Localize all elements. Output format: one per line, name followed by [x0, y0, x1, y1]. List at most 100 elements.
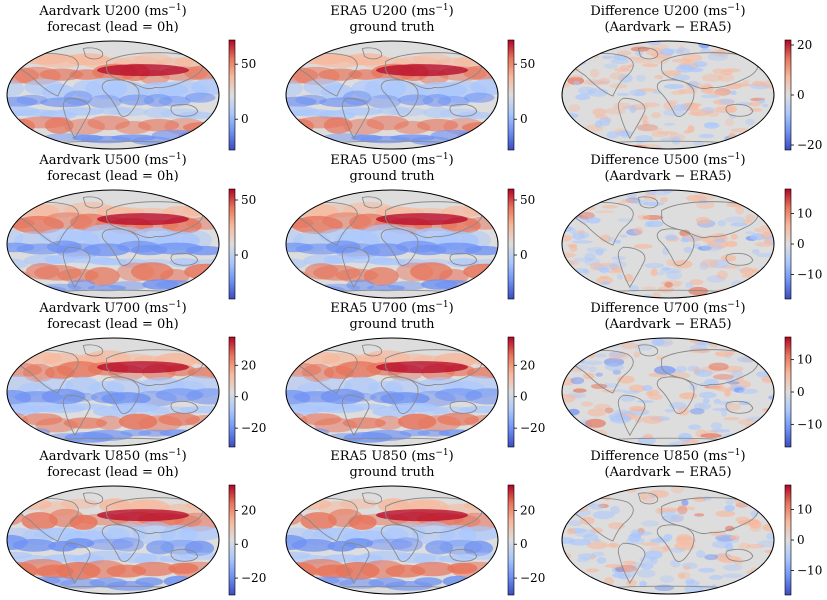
colorbar-tick-label: 10 — [797, 502, 812, 516]
colorbar-tick-label: 20 — [520, 503, 535, 517]
colorbar: 20 0 −20 — [507, 336, 545, 448]
map-outline — [561, 40, 775, 150]
colorbar-tick-label: 20 — [520, 358, 535, 372]
colorbar: 20 0 −20 — [507, 484, 545, 596]
map-outline — [6, 40, 220, 150]
panel-u700-difference: Difference U700 (ms−1)(Aardvark − ERA5) 1… — [561, 300, 822, 448]
map-outline — [285, 40, 499, 150]
panel-subtitle: (Aardvark − ERA5) — [604, 317, 731, 332]
panel-title: Aardvark U700 (ms−1) — [38, 300, 186, 316]
colorbar: 20 0 −20 — [228, 336, 266, 448]
map — [285, 485, 499, 595]
colorbar-tick-label: 0 — [241, 248, 249, 262]
panel-subtitle: ground truth — [350, 465, 436, 480]
panel-title: Aardvark U500 (ms−1) — [38, 152, 186, 168]
wind-field — [562, 41, 774, 149]
panel-title: Difference U700 (ms−1) — [590, 300, 745, 316]
colorbar-tick-label: 10 — [797, 353, 812, 367]
panel-subtitle: forecast (lead = 0h) — [47, 317, 178, 332]
panel-u500-forecast: Aardvark U500 (ms−1)forecast (lead = 0h)… — [6, 152, 256, 300]
colorbar-tick-label: 0 — [241, 537, 249, 551]
colorbar-tick-label: 0 — [520, 390, 528, 404]
map-outline — [285, 485, 499, 595]
panel-u200-difference: Difference U200 (ms−1)(Aardvark − ERA5) 2… — [561, 3, 822, 152]
colorbar-tick-label: 0 — [241, 112, 249, 126]
panel-subtitle: forecast (lead = 0h) — [47, 20, 178, 35]
colorbar-tick-label: 10 — [797, 206, 812, 220]
colorbar: 50 0 — [507, 188, 535, 300]
panel-u850-era5: ERA5 U850 (ms−1)ground truth 20 0 −20 — [285, 448, 545, 596]
colorbar-tick-label: 0 — [797, 533, 805, 547]
colorbar-tick-label: −20 — [797, 138, 822, 152]
wind-field — [286, 190, 498, 298]
colorbar-tick-label: 20 — [797, 38, 812, 52]
panel-title: Difference U200 (ms−1) — [590, 3, 745, 19]
colorbar: 20 0 −20 — [228, 484, 266, 596]
panel-title: Aardvark U200 (ms−1) — [38, 3, 186, 19]
colorbar-tick-label: 0 — [520, 112, 528, 126]
map — [6, 189, 220, 299]
panel-title: ERA5 U850 (ms−1) — [330, 448, 453, 464]
colorbar: 10 0 −10 — [784, 336, 822, 448]
colorbar: 50 0 — [228, 39, 256, 151]
panel-u850-difference: Difference U850 (ms−1)(Aardvark − ERA5) 1… — [561, 448, 822, 596]
colorbar-tick-label: 0 — [797, 385, 805, 399]
wind-field — [562, 338, 774, 446]
colorbar-tick-label: 20 — [241, 358, 256, 372]
map — [561, 40, 775, 150]
panel-subtitle: (Aardvark − ERA5) — [604, 20, 731, 35]
colorbar-tick-label: −20 — [520, 571, 545, 585]
colorbar-tick-label: 0 — [241, 390, 249, 404]
panel-subtitle: ground truth — [350, 169, 436, 184]
map — [285, 40, 499, 150]
map — [6, 337, 220, 447]
panel-title: Difference U850 (ms−1) — [590, 448, 745, 464]
map-outline — [285, 189, 499, 299]
panel-title: ERA5 U700 (ms−1) — [330, 300, 453, 316]
colorbar: 20 0 −20 — [784, 38, 822, 152]
panel-u200-era5: ERA5 U200 (ms−1)ground truth 50 0 — [285, 3, 535, 151]
wind-field — [7, 41, 219, 149]
wind-field — [286, 338, 498, 446]
panel-subtitle: (Aardvark − ERA5) — [604, 169, 731, 184]
wind-field — [562, 190, 774, 298]
map — [285, 337, 499, 447]
colorbar-tick-label: −20 — [241, 571, 266, 585]
coastlines — [570, 493, 758, 589]
map-outline — [6, 485, 220, 595]
panel-title: ERA5 U500 (ms−1) — [330, 152, 453, 168]
wind-field — [286, 41, 498, 149]
coastlines — [570, 345, 758, 441]
panel-u700-forecast: Aardvark U700 (ms−1)forecast (lead = 0h)… — [6, 300, 266, 448]
colorbar: 50 0 — [507, 39, 535, 151]
map — [6, 485, 220, 595]
colorbar-tick-label: 50 — [241, 57, 256, 71]
panel-u200-forecast: Aardvark U200 (ms−1)forecast (lead = 0h)… — [6, 3, 256, 151]
colorbar-tick-label: 20 — [241, 503, 256, 517]
colorbar-tick-label: 0 — [797, 88, 805, 102]
wind-field — [7, 486, 219, 594]
map — [561, 189, 775, 299]
map-outline — [6, 189, 220, 299]
colorbar-tick-label: 0 — [520, 537, 528, 551]
panel-subtitle: ground truth — [350, 317, 436, 332]
panel-title: Difference U500 (ms−1) — [590, 152, 745, 168]
panel-u500-era5: ERA5 U500 (ms−1)ground truth 50 0 — [285, 152, 535, 300]
panel-subtitle: ground truth — [350, 20, 436, 35]
panel-subtitle: forecast (lead = 0h) — [47, 169, 178, 184]
colorbar-tick-label: −10 — [797, 417, 822, 431]
panel-u500-difference: Difference U500 (ms−1)(Aardvark − ERA5) 1… — [561, 152, 822, 300]
panel-subtitle: forecast (lead = 0h) — [47, 465, 178, 480]
colorbar-tick-label: −20 — [241, 421, 266, 435]
map — [561, 337, 775, 447]
map-outline — [561, 189, 775, 299]
colorbar-tick-label: 0 — [520, 248, 528, 262]
colorbar-tick-label: −20 — [520, 421, 545, 435]
colorbar: 10 0 −10 — [784, 188, 822, 300]
panel-title: ERA5 U200 (ms−1) — [330, 3, 453, 19]
map-outline — [561, 485, 775, 595]
colorbar-tick-label: 50 — [520, 193, 535, 207]
colorbar-tick-label: 50 — [520, 57, 535, 71]
map — [561, 485, 775, 595]
